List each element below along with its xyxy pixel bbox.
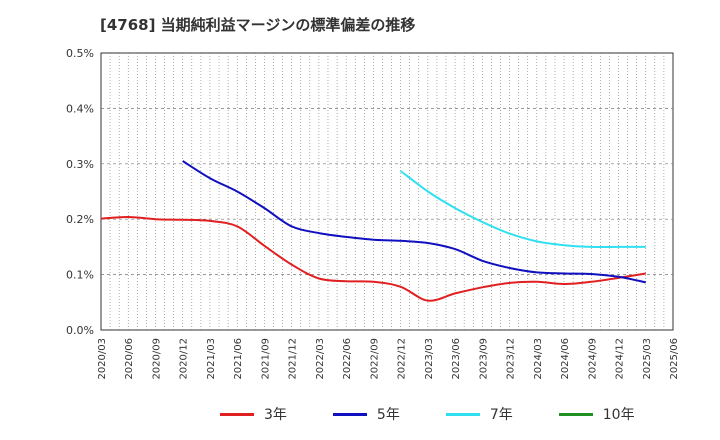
x-tick-label: 2020/12 bbox=[179, 338, 190, 380]
legend: 3年 5年 7年 10年 bbox=[220, 404, 681, 424]
y-tick-label: 0.1% bbox=[66, 269, 94, 282]
legend-label: 7年 bbox=[489, 407, 513, 423]
y-tick-label: 0.4% bbox=[66, 102, 94, 115]
legend-item: 3年 bbox=[220, 404, 287, 424]
x-tick-label: 2020/09 bbox=[151, 338, 162, 380]
y-tick-label: 0.3% bbox=[66, 158, 94, 171]
x-tick-label: 2023/12 bbox=[506, 338, 517, 380]
series-line-7年 bbox=[400, 170, 646, 249]
x-tick-label: 2020/03 bbox=[97, 338, 108, 380]
x-tick-label: 2024/12 bbox=[615, 338, 626, 380]
legend-swatch bbox=[332, 412, 367, 416]
x-tick-label: 2024/06 bbox=[560, 338, 571, 380]
series-lines bbox=[100, 160, 647, 302]
x-tick-label: 2023/06 bbox=[451, 338, 462, 380]
x-tick-label: 2021/03 bbox=[206, 338, 217, 380]
x-tick-label: 2022/03 bbox=[315, 338, 326, 380]
legend-label: 5年 bbox=[376, 407, 400, 423]
x-tick-label: 2022/12 bbox=[397, 338, 408, 380]
legend-item: 7年 bbox=[445, 404, 513, 424]
x-axis-ticks: 2020/03 2020/06 2020/09 2020/12 2021/03 2021/… bbox=[97, 338, 680, 380]
x-tick-label: 2021/09 bbox=[260, 338, 271, 380]
legend-label: 3年 bbox=[264, 407, 287, 423]
x-tick-label: 2021/06 bbox=[233, 338, 244, 380]
x-tick-label: 2025/03 bbox=[642, 338, 653, 380]
legend-item: 10年 bbox=[558, 404, 635, 424]
x-tick-label: 2024/03 bbox=[533, 338, 544, 380]
series-line-5年 bbox=[182, 160, 647, 284]
legend-label: 10年 bbox=[602, 407, 635, 423]
x-tick-label: 2023/03 bbox=[424, 338, 435, 380]
y-tick-label: 0.2% bbox=[66, 213, 94, 226]
x-tick-label: 2020/06 bbox=[124, 338, 135, 380]
legend-swatch bbox=[558, 412, 593, 416]
y-tick-label: 0.0% bbox=[66, 324, 94, 337]
series-line-3年 bbox=[100, 215, 646, 302]
x-tick-label: 2021/12 bbox=[288, 338, 299, 380]
legend-swatch bbox=[445, 412, 480, 416]
x-tick-label: 2022/06 bbox=[342, 338, 353, 380]
x-tick-label: 2025/06 bbox=[669, 338, 680, 380]
x-tick-label: 2023/09 bbox=[478, 338, 489, 380]
plot-area bbox=[100, 52, 674, 331]
legend-swatch bbox=[220, 412, 254, 416]
x-tick-label: 2024/09 bbox=[587, 338, 598, 380]
chart-title: [4768] 当期純利益マージンの標準偏差の推移 bbox=[100, 16, 416, 34]
x-tick-label: 2022/09 bbox=[369, 338, 380, 380]
legend-item: 5年 bbox=[332, 404, 400, 424]
y-tick-label: 0.5% bbox=[66, 47, 94, 60]
y-axis-ticks: 0.0% 0.1% 0.2% 0.3% 0.4% 0.5% bbox=[66, 47, 94, 337]
